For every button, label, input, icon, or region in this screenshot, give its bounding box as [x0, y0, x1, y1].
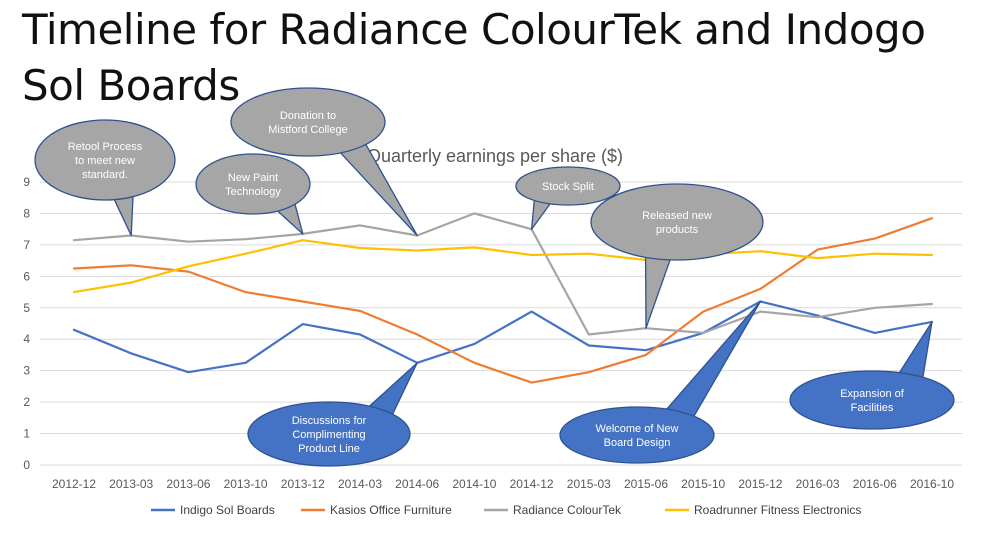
callout: Stock Split — [515, 166, 621, 230]
callout: Retool Process to meet new standard. — [34, 119, 176, 237]
callout-label: Facilities — [851, 402, 894, 414]
callout: Discussions for Complimenting Product Line — [247, 362, 418, 467]
callout-label: to meet new — [75, 155, 135, 167]
callout: Released new products — [590, 183, 764, 329]
callout-label: Welcome of New — [596, 423, 679, 435]
slide-title: Timeline for Radiance ColourTek and Indo… — [22, 5, 926, 110]
y-tick-label: 4 — [23, 332, 30, 346]
x-tick-label: 2015-06 — [624, 477, 668, 491]
callout-bubble-cover — [197, 155, 309, 213]
x-tick-label: 2015-10 — [681, 477, 725, 491]
callout-label: Complimenting — [292, 429, 365, 441]
callout-bubble-cover — [791, 372, 953, 428]
y-axis-ticks: 0 1 2 3 4 5 6 7 8 9 — [23, 175, 30, 472]
callout-label: Technology — [225, 186, 281, 198]
x-tick-label: 2014-06 — [395, 477, 439, 491]
legend: Indigo Sol Boards Kasios Office Furniture… — [151, 503, 861, 517]
x-tick-label: 2016-03 — [796, 477, 840, 491]
series-line — [72, 217, 934, 384]
callout: Donation to Mistford College — [230, 87, 418, 237]
legend-label: Kasios Office Furniture — [330, 503, 452, 517]
x-tick-label: 2015-12 — [738, 477, 782, 491]
callout-label: Retool Process — [68, 141, 143, 153]
callout-label: Released new — [642, 210, 712, 222]
x-tick-label: 2013-12 — [281, 477, 325, 491]
chart-title: Quarterly earnings per share ($) — [367, 146, 623, 166]
callout-label: Product Line — [298, 443, 360, 455]
y-tick-label: 8 — [23, 206, 30, 220]
legend-label: Indigo Sol Boards — [180, 503, 275, 517]
callout-label: Donation to — [280, 110, 336, 122]
callout-label: Discussions for — [292, 415, 367, 427]
x-tick-label: 2013-03 — [109, 477, 153, 491]
y-tick-label: 9 — [23, 175, 30, 189]
callouts: Retool Process to meet new standard. New Pa… — [34, 87, 955, 467]
y-tick-label: 6 — [23, 269, 30, 283]
x-axis-ticks: 2012-12 2013-03 2013-06 2013-10 2013-12 2014-… — [52, 477, 954, 491]
y-tick-label: 0 — [23, 458, 30, 472]
y-tick-label: 2 — [23, 395, 30, 409]
callout-label: Stock Split — [542, 181, 594, 193]
x-tick-label: 2013-06 — [166, 477, 210, 491]
callout-bubble-cover — [36, 121, 174, 199]
x-tick-label: 2014-03 — [338, 477, 382, 491]
callout-label: Mistford College — [268, 124, 347, 136]
x-tick-label: 2013-10 — [224, 477, 268, 491]
series-line — [72, 300, 934, 374]
callout-label: Expansion of — [840, 388, 905, 400]
callout-label: New Paint — [228, 172, 278, 184]
y-tick-label: 1 — [23, 427, 30, 441]
callout-label: products — [656, 224, 699, 236]
x-tick-label: 2015-03 — [567, 477, 611, 491]
callout-label: standard. — [82, 169, 128, 181]
callout: New Paint Technology — [195, 153, 311, 235]
callout-bubble-cover — [249, 403, 409, 465]
y-tick-label: 3 — [23, 364, 30, 378]
callout-bubble-cover — [517, 168, 619, 204]
x-tick-label: 2016-06 — [853, 477, 897, 491]
x-tick-label: 2014-10 — [452, 477, 496, 491]
x-tick-label: 2014-12 — [510, 477, 554, 491]
y-tick-label: 7 — [23, 238, 30, 252]
callout-bubble-cover — [232, 89, 384, 155]
callout: Welcome of New Board Design — [559, 300, 762, 464]
series-lines — [72, 212, 934, 384]
callout-bubble-cover — [561, 408, 713, 462]
x-tick-label: 2012-12 — [52, 477, 96, 491]
y-tick-label: 5 — [23, 301, 30, 315]
legend-label: Radiance ColourTek — [513, 503, 622, 517]
callout-label: Board Design — [604, 437, 671, 449]
callout-pointer — [665, 300, 762, 430]
x-tick-label: 2016-10 — [910, 477, 954, 491]
series-line — [72, 239, 934, 294]
legend-label: Roadrunner Fitness Electronics — [694, 503, 861, 517]
gridlines — [40, 181, 962, 466]
callout-bubble-cover — [592, 185, 762, 259]
series-line — [72, 212, 934, 336]
callout: Expansion of Facilities — [789, 321, 955, 430]
